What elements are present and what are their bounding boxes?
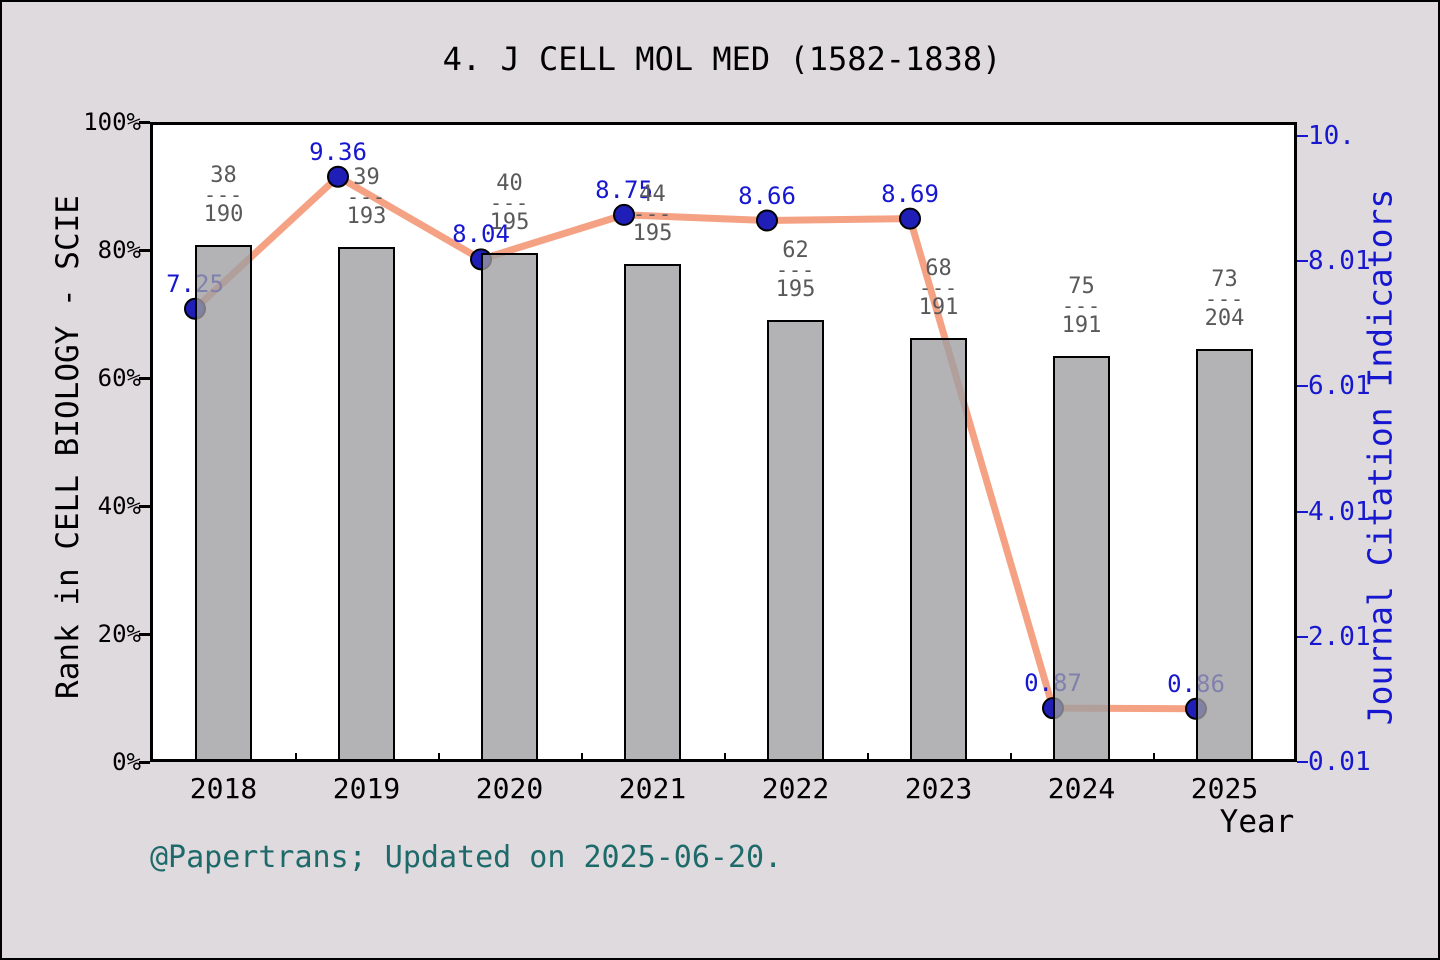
bar-2022 bbox=[767, 319, 824, 762]
chart-title: 4. J CELL MOL MED (1582-1838) bbox=[442, 40, 1002, 78]
left-tick-mark bbox=[139, 377, 150, 380]
bar-2020 bbox=[481, 253, 538, 762]
jci-point-2021 bbox=[613, 203, 635, 226]
left-tick-mark bbox=[139, 121, 150, 124]
jci-point-2023 bbox=[899, 207, 921, 230]
jci-value-2021: 8.75 bbox=[595, 175, 653, 204]
fraction-denominator: 193 bbox=[346, 204, 387, 230]
right-tick-mark bbox=[1297, 260, 1308, 263]
attribution-footer: @Papertrans; Updated on 2025-06-20. bbox=[150, 840, 783, 875]
fraction-numerator: 40 bbox=[496, 171, 523, 197]
fraction-numerator: 44 bbox=[639, 182, 666, 208]
x-minor-tick bbox=[438, 753, 440, 762]
bar-2018 bbox=[195, 244, 252, 762]
fraction-numerator: 73 bbox=[1211, 267, 1238, 293]
x-minor-tick bbox=[581, 753, 583, 762]
fraction-label-2024: 75 --- 191 bbox=[1062, 274, 1102, 338]
jci-line bbox=[191, 173, 1200, 713]
x-minor-tick bbox=[867, 753, 869, 762]
right-tick-label-0.01: 0.01 bbox=[1308, 747, 1371, 777]
fraction-denominator: 195 bbox=[632, 221, 673, 247]
left-tick-label-0%: 0% bbox=[112, 748, 141, 776]
right-tick-label-4.01: 4.01 bbox=[1308, 496, 1371, 527]
right-axis-title: Journal Citation Indicators bbox=[1360, 188, 1400, 726]
right-tick-label-10.: 10. bbox=[1308, 121, 1355, 151]
fraction-denominator: 204 bbox=[1204, 306, 1245, 332]
x-tick-label-2024: 2024 bbox=[1047, 772, 1116, 805]
jci-value-2022: 8.66 bbox=[738, 181, 796, 210]
x-tick-label-2023: 2023 bbox=[904, 772, 973, 805]
fraction-bar: --- bbox=[203, 182, 244, 207]
fraction-bar: --- bbox=[918, 275, 959, 300]
right-tick-mark bbox=[1297, 761, 1308, 763]
jci-point-2022 bbox=[756, 209, 778, 232]
fraction-bar: --- bbox=[1061, 294, 1102, 319]
jci-value-2019: 9.36 bbox=[309, 137, 367, 166]
bar-2025 bbox=[1196, 349, 1253, 762]
fraction-numerator: 68 bbox=[925, 255, 952, 281]
left-tick-label-20%: 20% bbox=[97, 620, 141, 648]
fraction-label-2022: 62 --- 195 bbox=[776, 238, 816, 302]
fraction-label-2021: 44 --- 195 bbox=[633, 182, 673, 246]
fraction-numerator: 39 bbox=[353, 165, 380, 191]
fraction-bar: --- bbox=[632, 202, 673, 227]
left-tick-mark bbox=[139, 761, 150, 764]
fraction-label-2025: 73 --- 204 bbox=[1205, 267, 1245, 331]
fraction-numerator: 62 bbox=[782, 237, 809, 263]
jci-point-2019 bbox=[327, 165, 349, 188]
left-tick-label-80%: 80% bbox=[97, 236, 141, 264]
x-tick-label-2020: 2020 bbox=[475, 772, 544, 805]
fraction-label-2018: 38 --- 190 bbox=[204, 163, 244, 227]
x-tick-label-2025: 2025 bbox=[1190, 772, 1259, 805]
x-tick-label-2022: 2022 bbox=[761, 772, 830, 805]
x-minor-tick bbox=[1153, 753, 1155, 762]
fraction-denominator: 190 bbox=[203, 201, 244, 227]
fraction-denominator: 191 bbox=[918, 294, 959, 320]
x-minor-tick bbox=[295, 753, 297, 762]
x-minor-tick bbox=[724, 753, 726, 762]
right-tick-mark bbox=[1297, 135, 1308, 137]
left-tick-label-100%: 100% bbox=[83, 108, 141, 136]
bar-2021 bbox=[624, 264, 681, 762]
fraction-label-2023: 68 --- 191 bbox=[919, 256, 959, 320]
jci-line-layer bbox=[184, 165, 1207, 720]
left-tick-label-40%: 40% bbox=[97, 492, 141, 520]
bar-2023 bbox=[910, 337, 967, 762]
left-tick-mark bbox=[139, 505, 150, 508]
x-axis-title: Year bbox=[1219, 804, 1295, 840]
fraction-numerator: 75 bbox=[1068, 274, 1095, 300]
bar-2024 bbox=[1053, 356, 1110, 762]
x-tick-label-2018: 2018 bbox=[189, 772, 258, 805]
right-tick-label-8.01: 8.01 bbox=[1308, 246, 1371, 277]
fraction-bar: --- bbox=[1204, 287, 1245, 312]
right-tick-mark bbox=[1297, 385, 1308, 388]
right-tick-mark bbox=[1297, 635, 1308, 638]
right-tick-label-2.01: 2.01 bbox=[1308, 621, 1371, 652]
plot-area: 7.259.368.048.758.668.690.870.86 38---19… bbox=[150, 122, 1297, 762]
bar-2019 bbox=[338, 247, 395, 762]
x-tick-label-2019: 2019 bbox=[332, 772, 401, 805]
left-axis-title: Rank in CELL BIOLOGY - SCIE bbox=[50, 195, 86, 699]
right-tick-mark bbox=[1297, 510, 1308, 513]
fraction-denominator: 195 bbox=[775, 276, 816, 302]
fraction-bar: --- bbox=[346, 185, 387, 210]
left-tick-mark bbox=[139, 249, 150, 252]
fraction-denominator: 191 bbox=[1061, 313, 1102, 339]
right-tick-label-6.01: 6.01 bbox=[1308, 371, 1371, 402]
fraction-denominator: 195 bbox=[489, 210, 530, 236]
left-tick-mark bbox=[139, 633, 150, 636]
jci-value-2023: 8.69 bbox=[881, 179, 939, 208]
fraction-bar: --- bbox=[489, 191, 530, 216]
jci-value-2020: 8.04 bbox=[452, 220, 510, 249]
x-tick-label-2021: 2021 bbox=[618, 772, 687, 805]
x-minor-tick bbox=[1010, 753, 1012, 762]
fraction-label-2020: 40 --- 195 bbox=[490, 171, 530, 235]
fraction-label-2019: 39 --- 193 bbox=[347, 165, 387, 229]
left-tick-label-60%: 60% bbox=[97, 364, 141, 392]
fraction-bar: --- bbox=[775, 257, 816, 282]
fraction-numerator: 38 bbox=[210, 162, 237, 188]
